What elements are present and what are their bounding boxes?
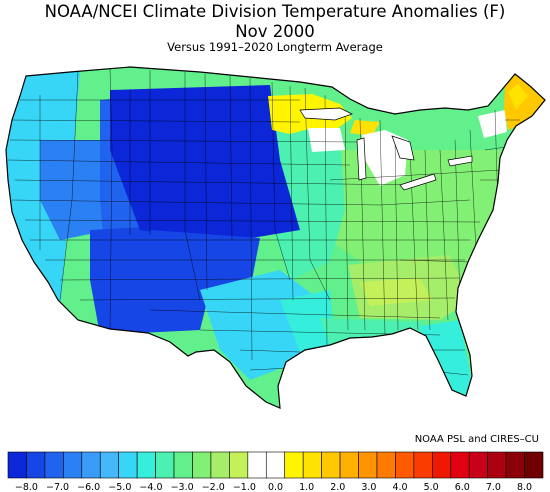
climate-division-boundary: [324, 94, 328, 346]
map-title: NOAA/NCEI Climate Division Temperature A…: [44, 2, 506, 21]
climate-division-boundary: [439, 149, 449, 321]
climate-division-boundary: [329, 169, 501, 181]
colorbar-swatch: [413, 451, 433, 479]
climate-division-boundary: [149, 309, 441, 319]
colorbar-swatch: [63, 451, 83, 479]
anomaly-zone-upper-michigan: [350, 120, 380, 136]
colorbar-swatch: [432, 451, 452, 479]
climate-division-boundary: [454, 139, 461, 301]
climate-division-boundary: [9, 139, 361, 143]
colorbar-swatch: [229, 451, 249, 479]
colorbar-tick-label: −8.0: [15, 482, 38, 492]
climate-division-boundary: [11, 199, 471, 206]
colorbar-swatch: [339, 451, 359, 479]
colorbar-swatch: [7, 451, 27, 479]
colorbar-swatch: [450, 451, 470, 479]
colorbar-tick-label: −6.0: [77, 482, 100, 492]
colorbar-tick-label: 0.0: [268, 482, 283, 492]
colorbar-swatch: [265, 451, 286, 479]
anomaly-zone-wisconsin: [308, 128, 345, 152]
colorbar-tick-label: −7.0: [46, 482, 69, 492]
anomaly-zone-maine: [504, 74, 545, 130]
colorbar-swatch: [81, 451, 101, 479]
anomaly-zone-florida: [420, 320, 475, 398]
climate-division-boundary: [344, 109, 349, 331]
lake-michigan: [356, 137, 367, 181]
colorbar-tick-label: 4.0: [392, 482, 407, 492]
colorbar-tick-label: 6.0: [455, 482, 470, 492]
climate-division-boundary: [7, 159, 351, 166]
lake-ontario: [447, 155, 473, 167]
anomaly-zone-great-basin: [40, 140, 110, 240]
anomaly-zone-east-texas: [280, 290, 335, 352]
colorbar-tick-label: 2.0: [330, 482, 345, 492]
colorbar-swatch: [302, 451, 322, 479]
climate-division-boundary: [9, 119, 301, 123]
colorbar-swatch: [524, 451, 544, 479]
colorbar-tick-label: −3.0: [171, 482, 194, 492]
climate-division-boundary: [14, 179, 421, 186]
climate-division-boundary: [184, 72, 201, 301]
colorbar-legend: −8.0 −7.0 −6.0 −5.0 −4.0 −3.0 −2.0 −1.0 0.0 1.0 2.…: [7, 451, 544, 492]
colorbar-tick-label: −4.0: [139, 482, 162, 492]
colorbar-swatch: [44, 451, 64, 479]
colorbar-swatch: [468, 451, 488, 479]
climate-division-boundary: [204, 73, 208, 291]
climate-division-boundary: [109, 67, 113, 331]
colorbar-swatch: [118, 451, 138, 479]
climate-division-boundary: [79, 297, 456, 301]
colorbar-swatch: [358, 451, 378, 479]
map-period: Nov 2000: [235, 22, 315, 41]
colorbar-tick-label: 8.0: [517, 482, 532, 492]
climate-division-boundary: [229, 75, 233, 241]
colorbar-swatch: [99, 451, 119, 479]
anomaly-zone-northern-maine: [508, 84, 528, 110]
colorbar-tick-label: −2.0: [202, 482, 225, 492]
climate-division-boundary: [59, 71, 79, 301]
climate-division-boundary: [399, 259, 471, 263]
data-credit: NOAA PSL and CIRES–CU: [414, 434, 539, 445]
colorbar-tick-label: −5.0: [108, 482, 131, 492]
colorbar-tick-label: 7.0: [486, 482, 501, 492]
climate-division-boundary: [439, 371, 469, 376]
colorbar-swatch: [321, 451, 341, 479]
colorbar-swatch: [192, 451, 212, 479]
anomaly-zone-deep-south: [360, 278, 432, 306]
colorbar-swatch: [155, 451, 175, 479]
climate-division-boundary: [239, 349, 301, 353]
us-anomaly-map: [5, 66, 546, 409]
climate-division-boundary: [271, 81, 291, 281]
lake-huron: [391, 135, 415, 161]
climate-division-boundary: [249, 77, 253, 361]
colorbar-swatch: [505, 451, 525, 479]
colorbar-swatch: [247, 451, 267, 479]
colorbar-tick-label: −1.0: [233, 482, 256, 492]
colorbar-swatch: [173, 451, 193, 479]
colorbar-swatch: [284, 451, 304, 479]
anomaly-zone-northern-rockies: [110, 85, 300, 240]
climate-division-boundary: [59, 277, 461, 281]
climate-division-boundary: [469, 129, 477, 251]
map-subtitle: Versus 1991–2020 Longterm Average: [167, 40, 383, 54]
climate-division-boundary: [289, 85, 294, 301]
colorbar-swatch: [210, 451, 230, 479]
colorbar-swatch: [136, 451, 156, 479]
lake-superior: [299, 107, 353, 121]
colorbar-swatch: [487, 451, 507, 479]
climate-division-boundary: [24, 219, 481, 223]
lake-erie: [399, 173, 437, 191]
colorbar-tick-label: 3.0: [361, 482, 376, 492]
colorbar-tick-label: 1.0: [299, 482, 314, 492]
colorbar-tick-label: 5.0: [424, 482, 439, 492]
colorbar-swatch: [376, 451, 396, 479]
colorbar-swatch: [26, 451, 46, 479]
anomaly-zone-northern-new-england: [478, 110, 507, 138]
colorbar-swatch: [395, 451, 415, 479]
